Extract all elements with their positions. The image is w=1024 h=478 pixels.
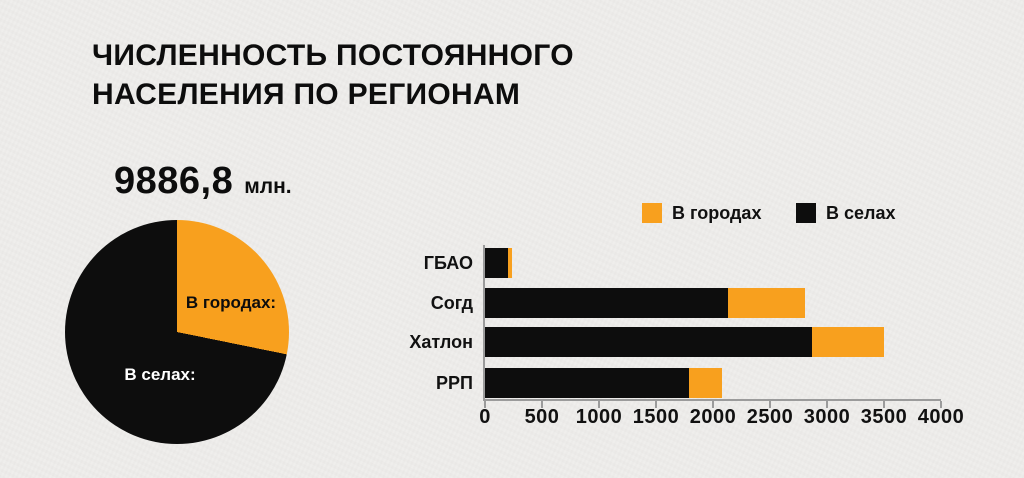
- legend-item-urban: В городах: [642, 202, 761, 224]
- legend-label-rural: В селах: [826, 203, 896, 223]
- x-axis-tick-3000: [826, 401, 828, 408]
- pie-total: 9886,8 млн.: [114, 160, 292, 203]
- category-label-РРП: РРП: [436, 373, 473, 393]
- bar-segment-В селах: [485, 327, 813, 357]
- x-axis-tick-1000: [598, 401, 600, 408]
- x-axis-label-1500: 1500: [632, 406, 680, 428]
- pie-total-unit: млн.: [244, 175, 292, 198]
- legend-swatch-urban: [642, 203, 662, 223]
- bar-segment-В селах: [485, 248, 508, 278]
- pie-total-value: 9886,8: [114, 160, 234, 202]
- category-label-Согд: Согд: [430, 293, 473, 313]
- x-axis-label-3000: 3000: [803, 406, 851, 428]
- x-axis-tick-2000: [712, 401, 714, 408]
- bar-segment-В селах: [485, 368, 690, 398]
- x-axis-tick-3500: [883, 401, 885, 408]
- legend-label-urban: В городах: [672, 203, 762, 223]
- bar-segment-В городах: [507, 248, 513, 278]
- x-axis-tick-2500: [769, 401, 771, 408]
- bar-segment-В городах: [727, 288, 806, 318]
- category-label-ГБАО: ГБАО: [423, 253, 473, 273]
- x-axis-label-2500: 2500: [746, 406, 794, 428]
- bar-row-Согд: [485, 288, 941, 318]
- pie-slice-label-urban: В городах:: [185, 293, 277, 312]
- bar-row-РРП: [485, 368, 941, 398]
- bar-segment-В селах: [485, 288, 728, 318]
- legend-swatch-rural: [796, 203, 816, 223]
- bar-chart-plot: ГБАО Согд Хатлон РРП 0 500 1000 1500 2000 2500 300…: [409, 245, 964, 428]
- pie-chart: В городах: В селах:: [65, 220, 289, 444]
- x-axis-label-500: 500: [524, 406, 560, 428]
- x-axis-tick-500: [541, 401, 543, 408]
- x-axis-label-2000: 2000: [689, 406, 737, 428]
- bar-row-ГБАО: [485, 248, 941, 278]
- x-axis-tick-4000: [940, 401, 942, 408]
- bar-segment-В городах: [689, 368, 723, 398]
- page-title-line-2: НАСЕЛЕНИЯ ПО РЕГИОНАМ: [92, 78, 521, 111]
- x-axis-label-3500: 3500: [860, 406, 908, 428]
- legend-item-rural: В селах: [796, 202, 895, 224]
- bar-segment-В городах: [812, 327, 884, 357]
- bar-row-Хатлон: [485, 327, 941, 357]
- page-title-line-1: ЧИСЛЕННОСТЬ ПОСТОЯННОГО: [92, 39, 574, 72]
- category-label-Хатлон: Хатлон: [409, 332, 473, 352]
- x-axis-tick-0: [484, 401, 486, 408]
- x-axis-label-0: 0: [479, 406, 491, 428]
- page-title: ЧИСЛЕННОСТЬ ПОСТОЯННОГО НАСЕЛЕНИЯ ПО РЕГ…: [92, 36, 574, 114]
- x-axis-tick-1500: [655, 401, 657, 408]
- x-axis-label-1000: 1000: [575, 406, 623, 428]
- x-axis-label-4000: 4000: [917, 406, 965, 428]
- pie-slice-label-rural: В селах:: [124, 365, 196, 384]
